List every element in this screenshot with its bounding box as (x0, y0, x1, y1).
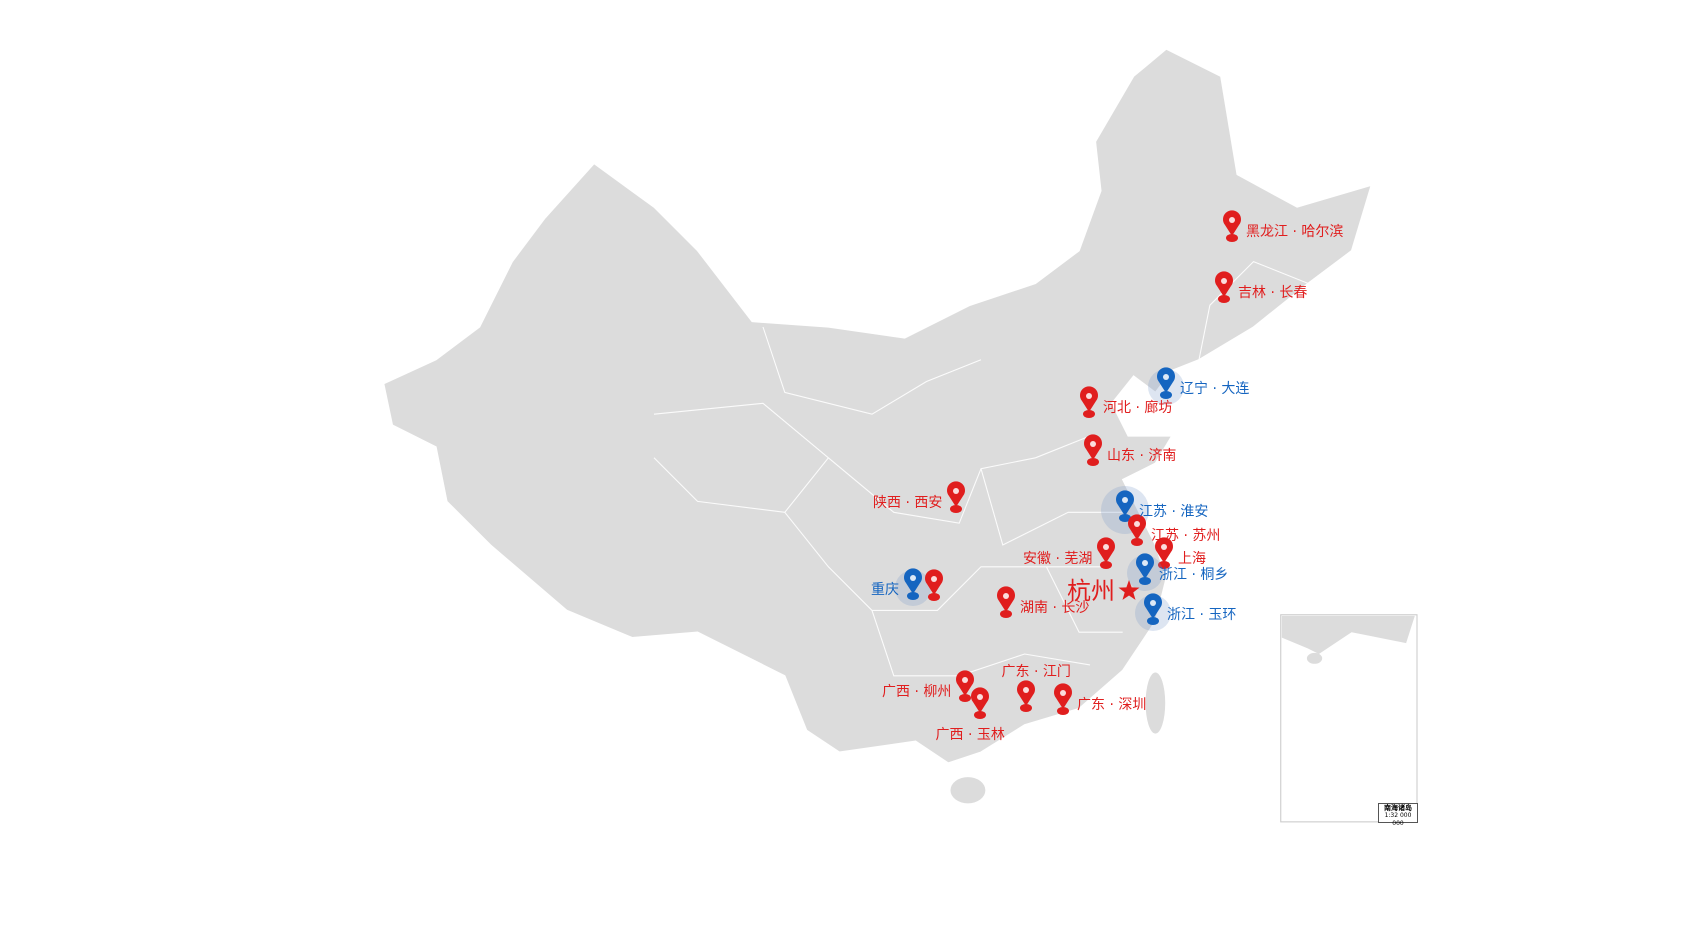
map-pin-icon (924, 569, 943, 595)
marker-10[interactable] (1127, 553, 1163, 591)
pin-base (1000, 610, 1012, 618)
marker-label: 安徽 · 芜湖 (1023, 551, 1093, 567)
pin-base (907, 592, 919, 600)
map-pin-icon (1128, 514, 1146, 540)
pin-base (1100, 561, 1112, 569)
marker-13[interactable] (895, 568, 931, 606)
marker-9[interactable] (1155, 537, 1174, 569)
marker-2[interactable] (1148, 367, 1184, 405)
map-pin-icon (1084, 434, 1102, 460)
map-pin-icon (1215, 271, 1233, 297)
map-pin-icon (1054, 683, 1072, 709)
map-pin-icon (1223, 210, 1241, 236)
marker-18[interactable] (1016, 680, 1035, 712)
pin-base (1131, 538, 1143, 546)
marker-1[interactable] (1215, 271, 1233, 303)
marker-5[interactable] (947, 481, 965, 513)
map-land (382, 48, 1418, 823)
marker-12[interactable] (1135, 593, 1171, 631)
map-pin-icon (1155, 537, 1174, 563)
marker-4[interactable] (1084, 434, 1102, 466)
marker-label: 江苏 · 淮安 (1139, 504, 1209, 520)
map-pin-icon (996, 586, 1015, 612)
marker-14[interactable] (924, 569, 943, 601)
marker-label: 山东 · 济南 (1107, 448, 1177, 464)
marker-7[interactable] (1128, 514, 1146, 546)
marker-19[interactable] (1054, 683, 1072, 715)
pin-base (974, 711, 986, 719)
marker-0[interactable] (1223, 210, 1241, 242)
map-pin-icon (970, 687, 989, 713)
marker-8[interactable] (1097, 537, 1115, 569)
pin-base (1218, 295, 1230, 303)
marker-label: 浙江 · 桐乡 (1159, 567, 1229, 583)
marker-16[interactable] (956, 670, 975, 702)
pin-base (950, 505, 962, 513)
pin-base (1057, 707, 1069, 715)
marker-11[interactable] (1118, 580, 1140, 600)
marker-15[interactable] (996, 586, 1015, 618)
marker-label: 陕西 · 西安 (873, 495, 943, 511)
hainan (950, 777, 986, 804)
map-pin-icon (947, 481, 965, 507)
pin-base (1226, 234, 1238, 242)
inset-title: 南海诸岛 (1384, 804, 1412, 812)
inset-legend: 南海诸岛 1:32 000 000 (1378, 803, 1418, 827)
pin-base (1020, 704, 1032, 712)
marker-label: 广东 · 深圳 (1077, 697, 1147, 713)
map-pin-icon (1116, 490, 1134, 516)
star-icon (1118, 580, 1140, 600)
marker-label: 广东 · 江门 (1001, 664, 1071, 680)
map-pin-icon (1080, 386, 1098, 412)
pin-base (1087, 458, 1099, 466)
marker-label: 重庆 (871, 582, 899, 598)
map-pin-icon (1136, 553, 1154, 579)
map-pin-icon (1016, 680, 1035, 706)
marker-17[interactable] (970, 687, 989, 719)
taiwan (1145, 672, 1166, 734)
inset-scale: 1:32 000 000 (1384, 812, 1412, 827)
marker-label: 江苏 · 苏州 (1151, 528, 1221, 544)
marker-3[interactable] (1080, 386, 1098, 418)
marker-label: 广西 · 柳州 (882, 684, 952, 700)
map-pin-icon (1156, 367, 1176, 393)
pin-base (1083, 410, 1095, 418)
map-pin-icon (956, 670, 975, 696)
marker-label: 河北 · 廊坊 (1103, 400, 1173, 416)
marker-label: 广西 · 玉林 (935, 727, 1005, 743)
marker-label: 黑龙江 · 哈尔滨 (1246, 224, 1344, 240)
pin-base (1158, 561, 1170, 569)
pin-base (959, 694, 971, 702)
south-china-sea-inset (1280, 614, 1418, 823)
pin-base (1160, 391, 1172, 399)
marker-label: 浙江 · 玉环 (1167, 607, 1237, 623)
pin-base (1119, 514, 1131, 522)
map-pin-icon (1097, 537, 1115, 563)
pin-base (1139, 577, 1151, 585)
map-pin-icon (1144, 593, 1162, 619)
pin-base (928, 593, 940, 601)
marker-label: 杭州 (1067, 577, 1115, 605)
map-pin-icon (903, 568, 923, 594)
marker-label: 辽宁 · 大连 (1180, 381, 1250, 397)
pin-base (1147, 617, 1159, 625)
marker-label: 吉林 · 长春 (1238, 285, 1308, 301)
marker-label: 湖南 · 长沙 (1020, 600, 1090, 616)
marker-label: 上海 (1178, 551, 1206, 567)
